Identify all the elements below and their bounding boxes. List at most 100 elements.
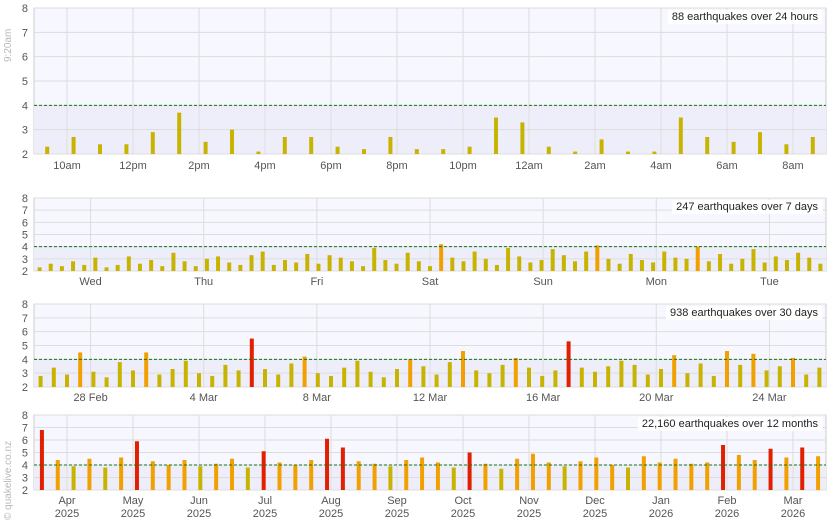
quake-bar <box>689 463 694 490</box>
quake-bar <box>38 375 43 387</box>
quake-bar <box>104 267 109 271</box>
quake-bar <box>48 263 53 271</box>
chart-title: 22,160 earthquakes over 12 months <box>642 418 819 430</box>
quake-bar <box>223 364 228 387</box>
chart-title-box <box>666 306 823 320</box>
quake-bar <box>461 261 466 271</box>
chart-title-box <box>672 200 823 214</box>
y-tick-label: 4 <box>22 242 28 254</box>
x-tick-label: Dec 2025 <box>583 495 607 520</box>
x-tick-label: Mon <box>646 276 667 288</box>
quake-bar <box>117 362 122 387</box>
quake-bar <box>804 374 809 387</box>
quake-bar <box>729 263 734 271</box>
quake-bar <box>293 465 298 490</box>
quake-bar <box>736 455 741 490</box>
quake-bar <box>408 359 413 387</box>
quake-bar <box>678 117 683 154</box>
quake-bar <box>447 362 452 387</box>
quake-bar <box>305 253 310 271</box>
x-tick-label: 10am <box>53 160 81 172</box>
quake-bar <box>467 452 472 490</box>
y-tick-label: 5 <box>22 230 28 242</box>
quake-bar <box>626 151 630 154</box>
quake-bar <box>150 461 155 490</box>
y-tick-label: 3 <box>22 125 28 137</box>
quake-bar <box>562 466 567 490</box>
quake-bar <box>302 356 307 387</box>
quake-bar <box>294 262 299 271</box>
quake-bar <box>451 467 456 490</box>
x-tick-label: 12pm <box>119 160 147 172</box>
x-tick-label: Sun <box>533 276 553 288</box>
x-tick-label: Mar 2026 <box>781 495 805 520</box>
y-tick-label: 8 <box>22 410 28 422</box>
quake-bar <box>705 136 710 154</box>
quake-bar <box>499 468 504 490</box>
quake-bar <box>467 146 472 154</box>
quake-bar <box>335 146 340 154</box>
quake-bar <box>416 261 421 271</box>
quake-bar <box>309 136 314 154</box>
x-tick-label: 24 Mar <box>752 392 787 404</box>
y-tick-label: 7 <box>22 205 28 217</box>
x-tick-label: 2am <box>584 160 605 172</box>
quake-bar <box>474 370 479 387</box>
quake-bar <box>236 370 241 387</box>
quake-bar <box>405 252 410 271</box>
quake-bar <box>327 255 332 271</box>
quake-bar <box>796 252 801 271</box>
quake-bar <box>773 256 778 271</box>
quake-bar <box>256 151 261 154</box>
quake-bar <box>381 377 386 387</box>
quake-bar <box>316 263 321 271</box>
quake-bar <box>752 460 757 490</box>
quake-bar <box>329 375 333 387</box>
quake-bar <box>550 249 555 271</box>
quake-bar <box>751 353 756 387</box>
quake-bar <box>546 146 551 154</box>
y-tick-label: 8 <box>22 193 28 205</box>
quake-bar <box>395 369 399 387</box>
x-tick-label: Jul 2025 <box>253 495 277 520</box>
x-tick-label: 8pm <box>386 160 407 172</box>
quake-bar <box>520 122 525 154</box>
quake-bar <box>71 136 76 154</box>
y-tick-label: 2 <box>22 382 28 394</box>
quake-bar <box>309 460 314 490</box>
quake-bar <box>394 263 399 271</box>
quake-bar <box>182 261 187 271</box>
quake-bar <box>230 129 234 154</box>
quake-bar <box>150 132 155 154</box>
quake-bar <box>706 261 711 271</box>
quake-bar <box>372 463 377 490</box>
quake-bar <box>170 369 175 387</box>
x-tick-label: Aug 2025 <box>319 495 343 520</box>
quake-bar <box>740 258 745 271</box>
y-tick-label: 3 <box>22 473 28 485</box>
quake-bar <box>282 136 287 154</box>
x-tick-label: 6pm <box>320 160 341 172</box>
quake-bar <box>784 260 789 271</box>
quake-bar <box>182 460 187 490</box>
quake-bar <box>662 251 667 271</box>
y-tick-label: 2 <box>22 266 28 278</box>
quake-bar <box>487 373 492 387</box>
y-tick-label: 7 <box>22 313 28 325</box>
quake-bar <box>441 149 446 154</box>
quake-bar <box>553 370 558 387</box>
y-tick-label: 4 <box>22 460 28 472</box>
quake-bar <box>818 263 823 271</box>
quake-bar <box>230 458 234 490</box>
quake-bar <box>506 247 511 271</box>
quake-bar <box>816 456 821 490</box>
quake-bar <box>738 364 743 387</box>
quake-bar <box>515 458 520 490</box>
quake-bar <box>513 357 518 387</box>
quake-bar <box>124 144 129 154</box>
x-tick-label: 4am <box>650 160 671 172</box>
quake-bar <box>599 139 604 154</box>
x-tick-label: 8am <box>782 160 803 172</box>
quake-bar <box>594 457 599 490</box>
quake-bar <box>276 374 281 387</box>
